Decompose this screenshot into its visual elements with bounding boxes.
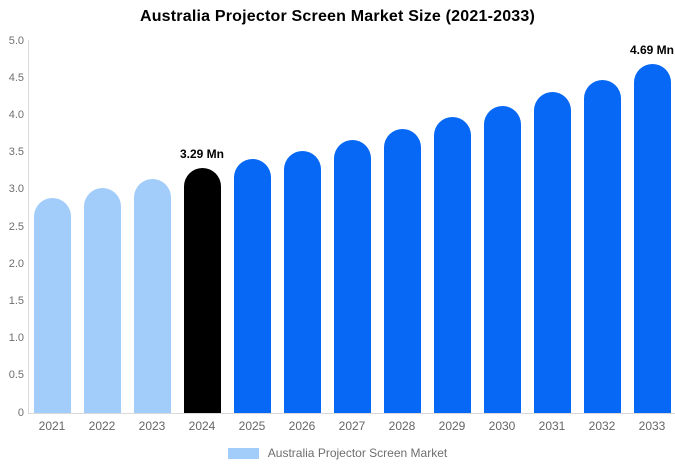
legend-label: Australia Projector Screen Market: [267, 446, 448, 460]
bar-2029: [433, 116, 471, 413]
bar-2025: [233, 159, 271, 413]
y-tick-label-1.0: 1.0: [8, 332, 24, 345]
bar-2028: [383, 128, 421, 413]
y-tick-label-1.5: 1.5: [8, 294, 24, 307]
y-tick-label-2.0: 2.0: [8, 257, 24, 270]
bar-2024: [183, 168, 221, 413]
y-tick-label-4.5: 4.5: [8, 71, 24, 84]
legend: Australia Projector Screen Market: [0, 445, 675, 461]
x-tick-label-2027: 2027: [338, 419, 366, 433]
bar-value-label-2033: 4.69 Mn: [629, 43, 674, 58]
y-tick-label-4.0: 4.0: [8, 108, 24, 121]
bar-2031: [533, 91, 571, 413]
y-tick-label-3.0: 3.0: [8, 183, 24, 196]
x-tick-label-2030: 2030: [488, 419, 516, 433]
bar-2023: [133, 179, 171, 413]
chart-title: Australia Projector Screen Market Size (…: [139, 8, 536, 25]
bar-2021: [33, 197, 71, 413]
y-tick-label-3.5: 3.5: [8, 146, 24, 159]
x-tick-label-2024: 2024: [188, 419, 216, 433]
bar-value-label-2024: 3.29 Mn: [179, 147, 224, 162]
x-tick-label-2031: 2031: [538, 419, 566, 433]
bar-2026: [283, 151, 321, 413]
x-tick-label-2025: 2025: [238, 419, 266, 433]
y-tick-label-0.5: 0.5: [8, 369, 24, 382]
legend-swatch: [227, 447, 259, 459]
x-tick-label-2032: 2032: [588, 419, 616, 433]
bar-2032: [583, 80, 621, 413]
bar-2027: [333, 139, 371, 413]
x-tick-label-2029: 2029: [438, 419, 466, 433]
bar-2030: [483, 105, 521, 413]
x-tick-label-2026: 2026: [288, 419, 316, 433]
bar-2022: [83, 188, 121, 413]
x-tick-label-2028: 2028: [388, 419, 416, 433]
bar-2033: [633, 64, 671, 413]
y-tick-label-2.5: 2.5: [8, 220, 24, 233]
x-tick-label-2023: 2023: [138, 419, 166, 433]
x-tick-label-2022: 2022: [88, 419, 116, 433]
y-tick-label-0: 0: [17, 406, 24, 419]
y-tick-label-5.0: 5.0: [8, 34, 24, 47]
x-axis-line: [28, 413, 675, 414]
y-axis-line: [28, 40, 29, 413]
x-tick-label-2033: 2033: [638, 419, 666, 433]
x-tick-label-2021: 2021: [38, 419, 66, 433]
